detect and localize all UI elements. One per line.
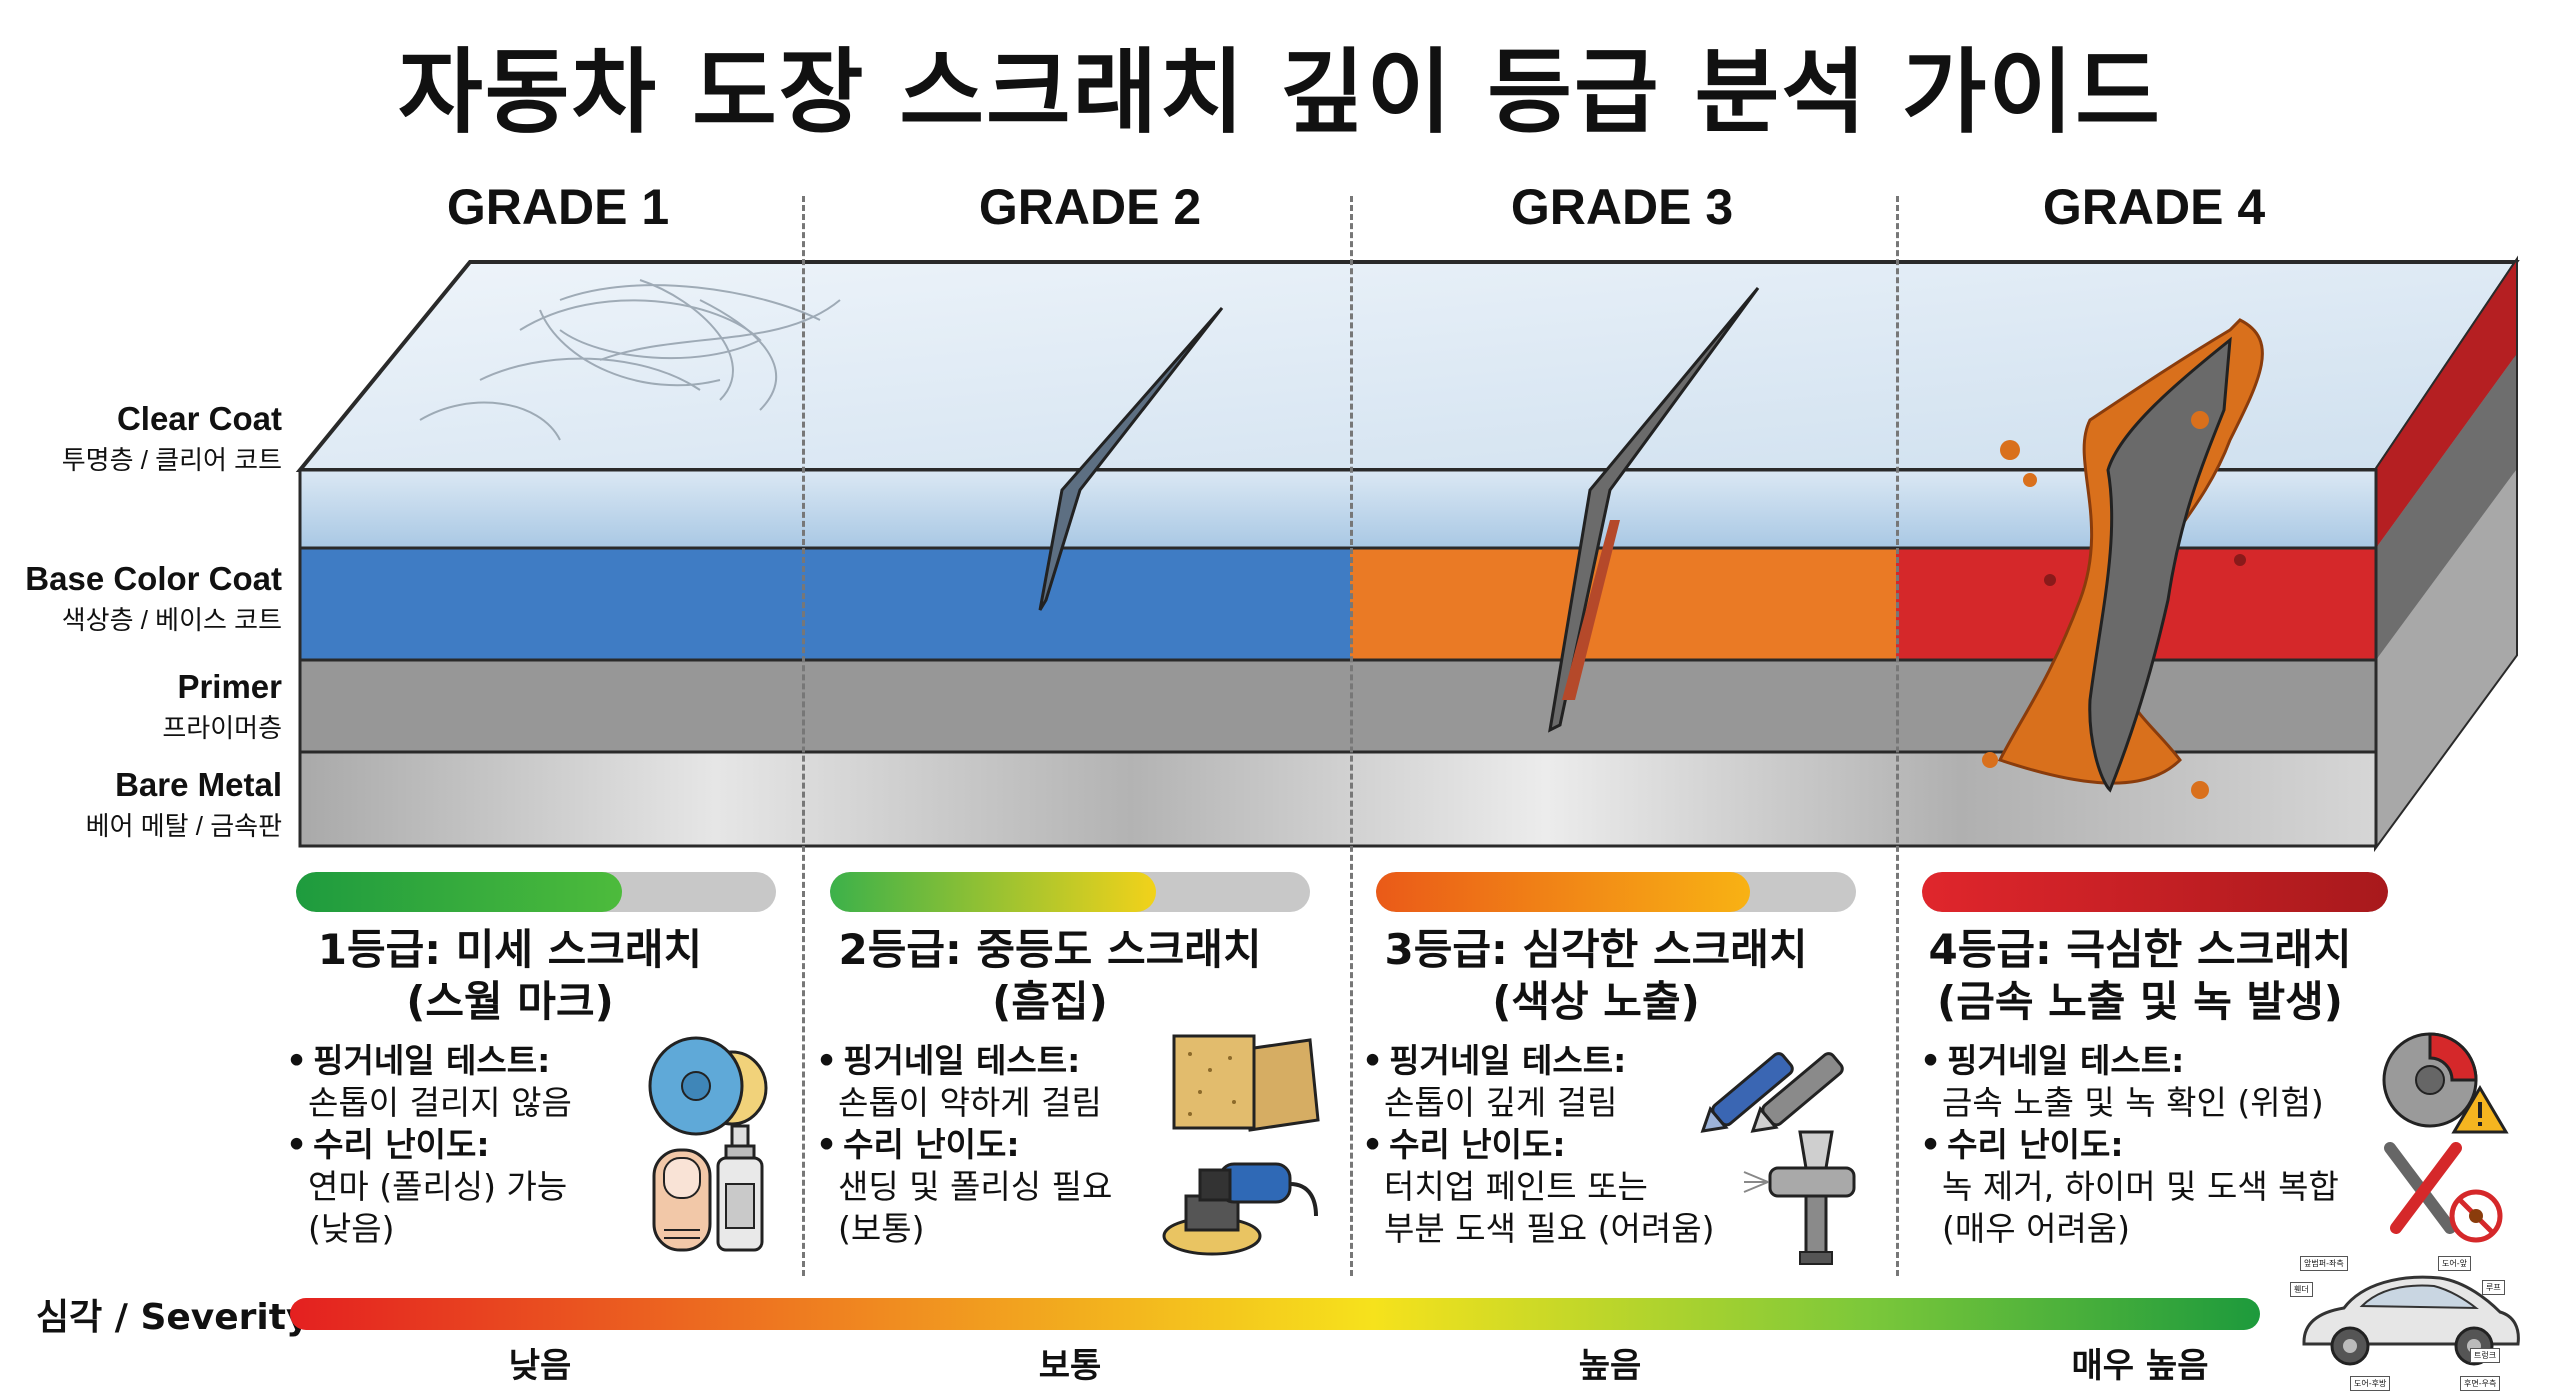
brake-disc-warning-icon	[2382, 1032, 2509, 1134]
car-tag: 도어-후방	[2350, 1376, 2391, 1391]
layer-label-bare-metal: Bare Metal 베어 메탈 / 금속판	[0, 766, 282, 843]
touch-up-pen-icon	[1700, 1052, 1844, 1133]
grade-header-1: GRADE 1	[446, 179, 670, 235]
severity-bar-fill	[1922, 872, 2388, 912]
repair-value: 녹 제거, 하이머 및 도색 복합	[1942, 1167, 2339, 1206]
repair-label: 수리 난이도:	[1362, 1125, 1566, 1164]
severity-bar-fill	[1376, 872, 1751, 912]
scratch-grade-4	[1982, 318, 2264, 799]
repair-level: (매우 어려움)	[1942, 1209, 2131, 1248]
swirl-marks	[419, 279, 841, 441]
layer-name-ko: 색상층 / 베이스 코트	[61, 605, 282, 635]
severity-gradient-bar	[290, 1298, 2260, 1330]
severity-level-low: 낮음	[508, 1346, 572, 1386]
repair-level: (보통)	[838, 1209, 925, 1248]
layer-name-en: Base Color Coat	[25, 560, 282, 597]
severity-label: 심각 / Severity	[36, 1297, 310, 1338]
car-tag: 후면-우측	[2460, 1376, 2501, 1391]
grade-title-text: 3등급: 심각한 스크래치	[1384, 925, 1808, 974]
repair-label: 수리 난이도:	[1920, 1125, 2124, 1164]
repair-value: 연마 (폴리싱) 가능	[308, 1167, 568, 1206]
layer-name-en: Bare Metal	[115, 766, 282, 803]
grade-4-details: 핑거네일 테스트: 금속 노출 및 녹 확인 (위험) 수리 난이도: 녹 제거…	[1920, 1040, 2400, 1250]
layer-name-ko: 프라이머층	[162, 713, 282, 743]
repair-value: 터치업 페인트 또는	[1384, 1167, 1648, 1206]
severity-bar-grade-1	[296, 872, 776, 912]
layer-label-clear-coat: Clear Coat 투명층 / 클리어 코트	[0, 400, 282, 477]
layer-name-ko: 베어 메탈 / 금속판	[85, 811, 282, 841]
paint-layer-cross-section	[295, 255, 2520, 853]
grade-3-title: 3등급: 심각한 스크래치 (색상 노출)	[1336, 924, 1856, 1028]
car-tag: 루프	[2482, 1280, 2505, 1295]
test-value: 금속 노출 및 녹 확인 (위험)	[1942, 1083, 2324, 1122]
car-tag: 도어-앞	[2438, 1256, 2471, 1271]
grade-title-text: 1등급: 미세 스크래치	[317, 925, 703, 974]
page-title: 자동차 도장 스크래치 깊이 등급 분석 가이드	[398, 39, 2162, 146]
test-value: 손톱이 깊게 걸림	[1384, 1083, 1618, 1122]
severity-level-medium: 보통	[1038, 1346, 1102, 1386]
layer-name-ko: 투명층 / 클리어 코트	[61, 445, 282, 475]
scratch-grade-2	[1038, 307, 1224, 611]
grade-header-4: GRADE 4	[2042, 179, 2266, 235]
grade-subtitle-text: (흠집)	[992, 977, 1108, 1026]
polish-bottle-icon	[716, 1124, 764, 1252]
sandpaper-icon	[1172, 1034, 1320, 1132]
car-tag: 휀더	[2290, 1282, 2313, 1297]
test-label: 핑거네일 테스트:	[1920, 1041, 2184, 1080]
grade-1-details: 핑거네일 테스트: 손톱이 걸리지 않음 수리 난이도: 연마 (폴리싱) 가능…	[286, 1040, 706, 1250]
grade-header-3: GRADE 3	[1510, 179, 1734, 235]
grade-divider-2	[1350, 196, 1353, 1276]
polisher-machine-icon	[1162, 1162, 1318, 1256]
test-label: 핑거네일 테스트:	[1362, 1041, 1626, 1080]
test-value: 손톱이 걸리지 않음	[308, 1083, 572, 1122]
layer-name-en: Primer	[177, 668, 282, 705]
grade-divider-3	[1896, 196, 1899, 1276]
repair-label: 수리 난이도:	[286, 1125, 490, 1164]
spray-gun-icon	[1743, 1130, 1856, 1265]
severity-level-high: 높음	[1578, 1346, 1642, 1386]
severity-bar-grade-3	[1376, 872, 1856, 912]
test-label: 핑거네일 테스트:	[816, 1041, 1080, 1080]
grade-title-text: 2등급: 중등도 스크래치	[838, 925, 1262, 974]
severity-bar-fill	[296, 872, 623, 912]
grade-3-details: 핑거네일 테스트: 손톱이 깊게 걸림 수리 난이도: 터치업 페인트 또는 부…	[1362, 1040, 1822, 1250]
grade-4-title: 4등급: 극심한 스크래치 (금속 노출 및 녹 발생)	[1880, 924, 2400, 1028]
test-value: 손톱이 약하게 걸림	[838, 1083, 1102, 1122]
repair-label: 수리 난이도:	[816, 1125, 1020, 1164]
layer-name-en: Clear Coat	[116, 400, 282, 437]
car-tag: 앞범퍼-좌측	[2300, 1256, 2348, 1271]
polishing-pad-icon	[648, 1036, 768, 1136]
layer-label-base-coat: Base Color Coat 색상층 / 베이스 코트	[0, 560, 282, 637]
grade-subtitle-text: (색상 노출)	[1492, 977, 1700, 1026]
grade-header-2: GRADE 2	[978, 179, 1202, 235]
grade-2-title: 2등급: 중등도 스크래치 (흠집)	[790, 924, 1310, 1028]
grade-subtitle-text: (금속 노출 및 녹 발생)	[1937, 977, 2343, 1026]
grade-title-text: 4등급: 극심한 스크래치	[1928, 925, 2352, 974]
repair-value: 샌딩 및 폴리싱 필요	[838, 1167, 1113, 1206]
car-tag: 트렁크	[2470, 1348, 2501, 1363]
wrench-screwdriver-icon	[2384, 1142, 2503, 1243]
grade-1-title: 1등급: 미세 스크래치 (스월 마크)	[250, 924, 770, 1028]
severity-bar-grade-2	[830, 872, 1310, 912]
grade-divider-1	[802, 196, 805, 1276]
test-label: 핑거네일 테스트:	[286, 1041, 550, 1080]
fingernail-icon	[652, 1148, 712, 1252]
repair-level: (낮음)	[308, 1209, 395, 1248]
layer-label-primer: Primer 프라이머층	[0, 668, 282, 745]
repair-level: 부분 도색 필요 (어려움)	[1384, 1209, 1715, 1248]
grade-2-details: 핑거네일 테스트: 손톱이 약하게 걸림 수리 난이도: 샌딩 및 폴리싱 필요…	[816, 1040, 1236, 1250]
grade-subtitle-text: (스월 마크)	[406, 977, 614, 1026]
scratch-grade-3	[1548, 287, 1760, 733]
severity-bar-grade-4	[1922, 872, 2388, 912]
severity-bar-fill	[830, 872, 1157, 912]
severity-level-very-high: 매우 높음	[2071, 1346, 2209, 1386]
